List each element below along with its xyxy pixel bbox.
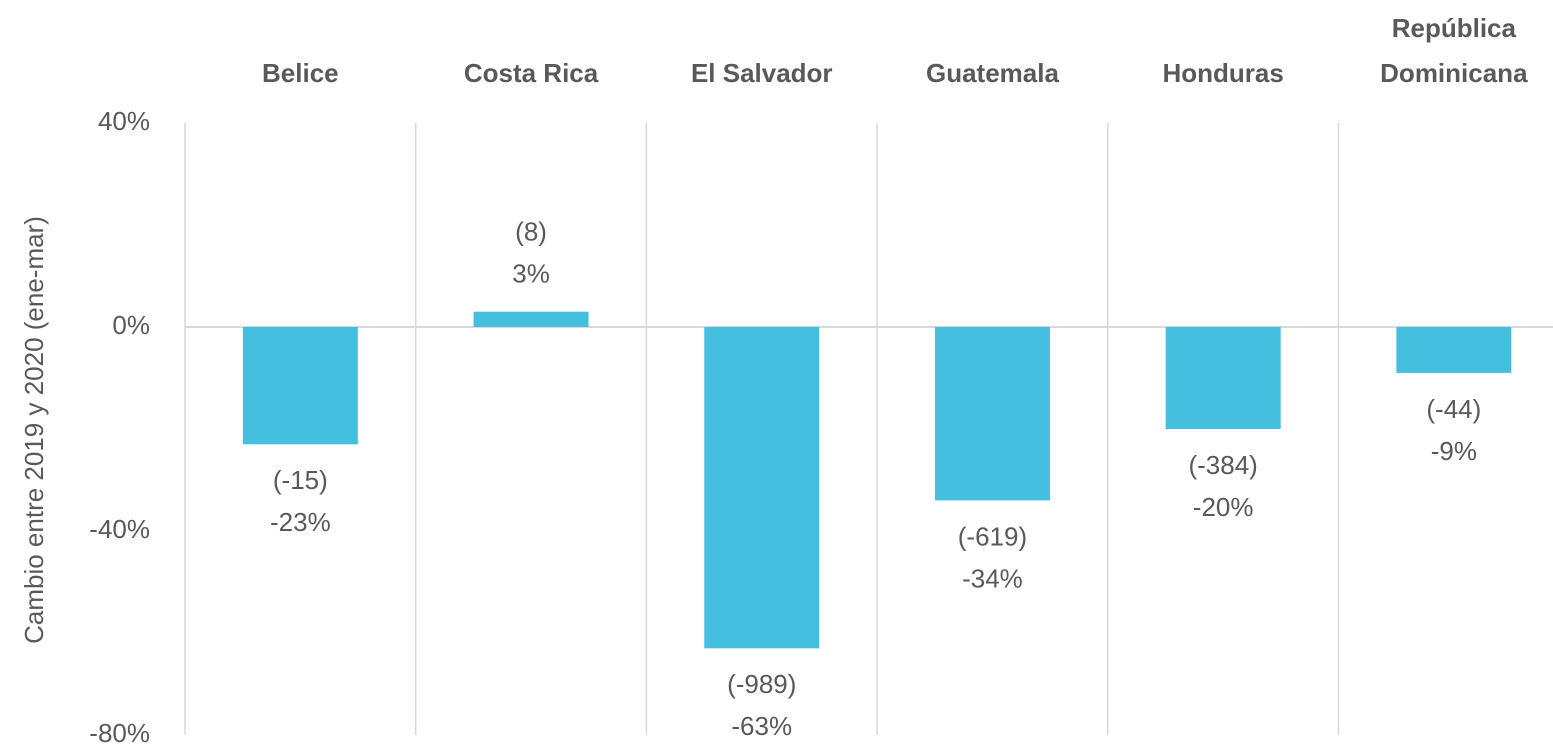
value-label: -63% bbox=[731, 711, 792, 741]
value-label: -9% bbox=[1431, 436, 1477, 466]
category-label: El Salvador bbox=[691, 58, 833, 88]
count-label: (8) bbox=[515, 217, 547, 247]
y-tick-label: -80% bbox=[89, 718, 150, 747]
count-label: (-384) bbox=[1188, 450, 1257, 480]
bar bbox=[1396, 327, 1512, 373]
count-label: (-989) bbox=[727, 669, 796, 699]
y-tick-label: 0% bbox=[112, 310, 150, 340]
bar bbox=[934, 327, 1050, 501]
count-label: (-619) bbox=[958, 521, 1027, 551]
category-label: República Dominicana bbox=[1380, 13, 1528, 88]
y-tick-label: -40% bbox=[89, 514, 150, 544]
bar bbox=[1165, 327, 1281, 429]
category-label: Honduras bbox=[1162, 58, 1283, 88]
category-label: Guatemala bbox=[926, 58, 1059, 88]
value-label: -34% bbox=[962, 563, 1023, 593]
y-tick-label: 40% bbox=[98, 106, 150, 136]
value-label: -23% bbox=[270, 507, 331, 537]
category-label: Belice bbox=[262, 58, 339, 88]
bar bbox=[242, 327, 358, 445]
value-label: -20% bbox=[1193, 492, 1254, 522]
y-axis-label: Cambio entre 2019 y 2020 (ene-mar) bbox=[19, 216, 49, 644]
bar bbox=[704, 327, 820, 649]
count-label: (-15) bbox=[273, 465, 328, 495]
value-label: 3% bbox=[512, 259, 550, 289]
category-label: Costa Rica bbox=[464, 58, 599, 88]
count-label: (-44) bbox=[1426, 394, 1481, 424]
bar bbox=[473, 311, 589, 327]
